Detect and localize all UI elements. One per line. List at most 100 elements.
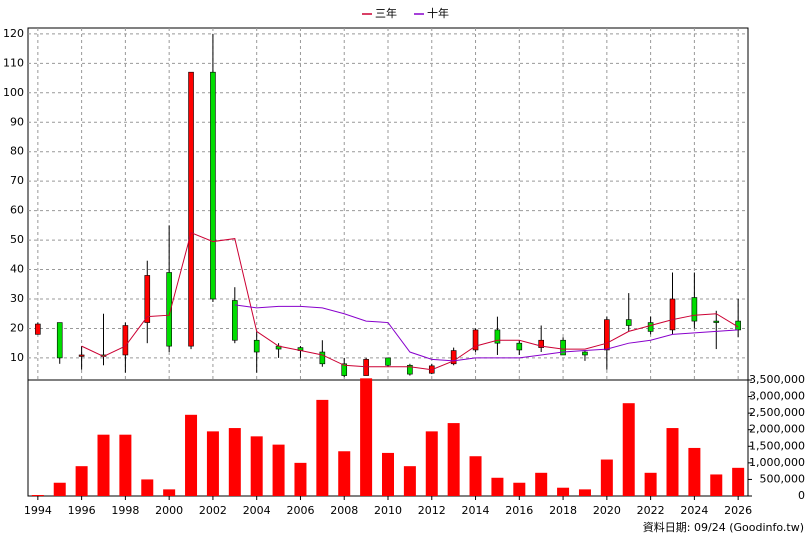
y-tick-label: 500,000 (760, 472, 806, 485)
bar (557, 487, 570, 496)
bar (250, 436, 263, 496)
bar (688, 447, 701, 496)
bar (732, 467, 745, 496)
bar (294, 462, 307, 496)
candle-body (625, 319, 632, 326)
bar (185, 414, 198, 496)
y-tick-label: 30 (10, 292, 24, 305)
bar (31, 495, 44, 496)
candle-body (188, 71, 194, 347)
candle-body (494, 329, 501, 344)
source-note: 資料日期: 09/24 (Goodinfo.tw) (643, 520, 804, 534)
candle-body (363, 359, 369, 376)
bar (535, 472, 548, 496)
bar (513, 482, 526, 496)
x-tick-label: 2026 (724, 504, 752, 517)
y-tick-label: 1,500,000 (749, 439, 805, 452)
y-tick-label: 110 (3, 56, 24, 69)
candle-body (450, 350, 457, 365)
candle-body (319, 351, 326, 365)
bar (666, 428, 679, 496)
x-tick-label: 2010 (374, 504, 402, 517)
bar (75, 466, 88, 496)
candle-body (407, 364, 413, 375)
candle-body (253, 339, 260, 353)
candle-body (144, 275, 151, 323)
bar (425, 431, 438, 496)
x-tick-label: 2014 (462, 504, 490, 517)
y-tick-label: 2,500,000 (749, 406, 805, 419)
x-tick-label: 2018 (549, 504, 577, 517)
x-tick-label: 1994 (24, 504, 52, 517)
y-tick-label: 10 (10, 351, 24, 364)
bar (206, 431, 219, 496)
y-tick-label: 40 (10, 263, 24, 276)
x-tick-label: 2006 (286, 504, 314, 517)
candle-body (385, 357, 391, 366)
x-tick-label: 2022 (637, 504, 665, 517)
bar (622, 403, 635, 496)
bar (119, 434, 132, 496)
candle-body (56, 322, 63, 359)
candle-body (210, 71, 216, 300)
x-tick-label: 2002 (199, 504, 227, 517)
x-tick-label: 1998 (111, 504, 139, 517)
candle-body (341, 363, 348, 376)
bar (469, 456, 482, 496)
y-tick-label: 0 (798, 489, 805, 502)
y-tick-label: 60 (10, 204, 24, 217)
candle-body (691, 297, 698, 322)
bar (272, 444, 285, 496)
x-tick-label: 2000 (155, 504, 183, 517)
x-tick-label: 2024 (680, 504, 708, 517)
bar (316, 399, 329, 496)
y-tick-label: 120 (3, 27, 24, 40)
bar (578, 489, 591, 496)
bar (491, 477, 504, 496)
bar (644, 472, 657, 496)
ma-line (234, 304, 739, 362)
ma-line (81, 232, 739, 371)
candle-body (232, 300, 238, 341)
candle-body (122, 325, 129, 356)
x-tick-label: 2020 (593, 504, 621, 517)
legend-label: 十年 (427, 6, 449, 20)
y-tick-label: 2,000,000 (749, 423, 805, 436)
bar (141, 479, 154, 496)
y-tick-label: 1,000,000 (749, 456, 805, 469)
bar (710, 474, 723, 496)
x-tick-label: 2012 (418, 504, 446, 517)
bar (53, 482, 66, 496)
candle-body (582, 351, 588, 356)
x-tick-label: 2008 (330, 504, 358, 517)
y-tick-label: 80 (10, 145, 24, 158)
bar (447, 423, 460, 496)
candle-body (713, 320, 720, 323)
bar (600, 459, 613, 496)
candle-body (560, 339, 566, 356)
y-tick-label: 3,500,000 (749, 373, 805, 386)
legend-label: 三年 (375, 6, 397, 20)
bar (97, 434, 110, 496)
bar (360, 378, 373, 496)
candle-body (78, 354, 85, 357)
candle-body (669, 298, 676, 331)
x-tick-label: 1996 (68, 504, 96, 517)
y-tick-label: 50 (10, 233, 24, 246)
x-tick-label: 2016 (505, 504, 533, 517)
candle-body (604, 319, 610, 351)
candle-body (472, 329, 479, 351)
bar (163, 489, 176, 496)
y-tick-label: 70 (10, 174, 24, 187)
y-tick-label: 90 (10, 115, 24, 128)
candle-body (166, 272, 172, 347)
candle-body (516, 342, 523, 351)
y-tick-label: 100 (3, 86, 24, 99)
y-tick-label: 20 (10, 321, 24, 334)
candle-body (35, 323, 41, 335)
candle-body (538, 339, 544, 348)
bar (403, 466, 416, 496)
candle-body (647, 322, 654, 332)
bar (338, 451, 351, 496)
